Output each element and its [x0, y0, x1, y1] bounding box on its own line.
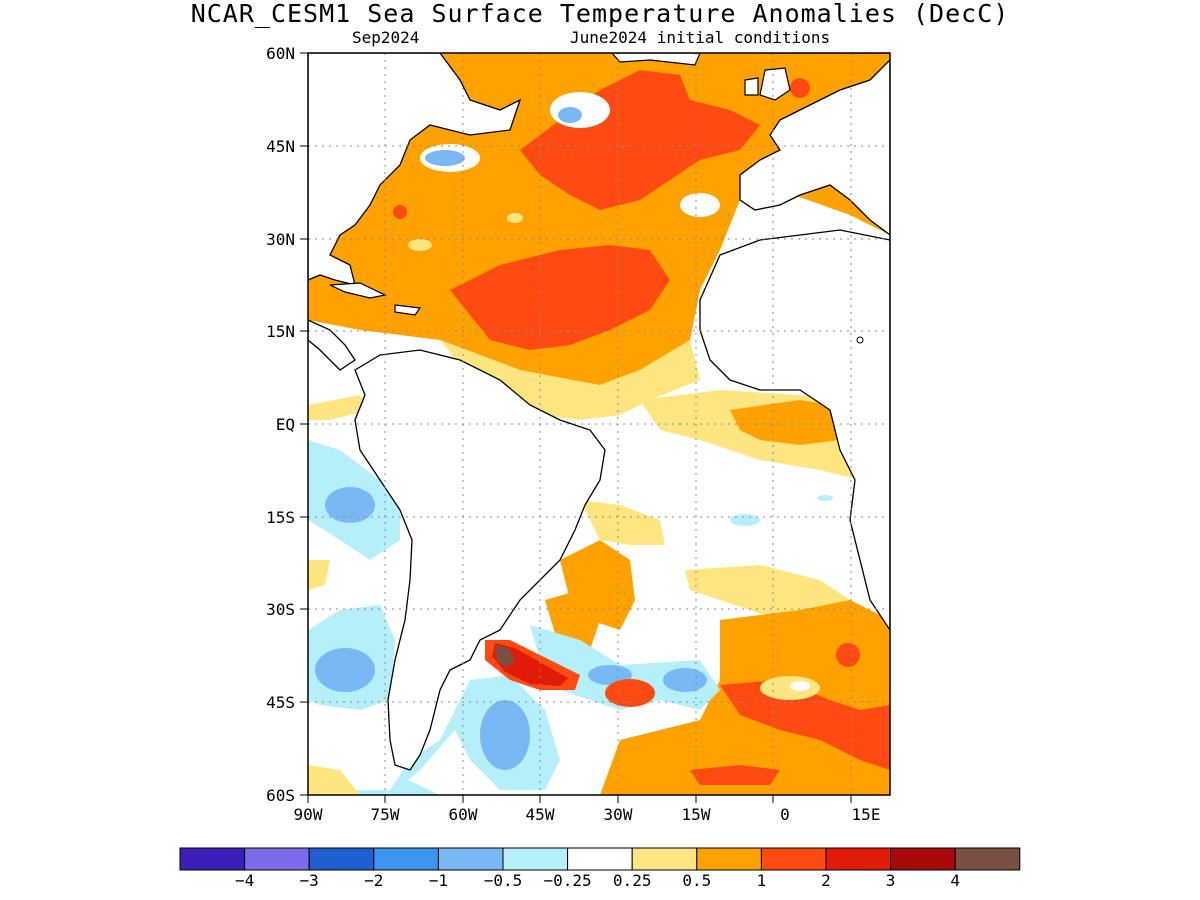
colorbar-swatch: [244, 847, 310, 871]
lon-label: 15W: [681, 805, 711, 824]
map-title: NCAR_CESM1 Sea Surface Temperature Anoma…: [190, 0, 1010, 28]
initial-conditions: June2024 initial conditions: [570, 28, 831, 47]
colorbar-swatch: [890, 847, 956, 871]
colorbar-swatch: [179, 847, 246, 871]
colorbar-swatch: [502, 847, 569, 871]
colorbar-label: −3: [299, 871, 319, 890]
colorbar-label: −0.5: [483, 871, 523, 890]
lat-label: 30S: [266, 600, 295, 619]
forecast-month: Sep2024: [352, 28, 420, 47]
lat-label: 30N: [266, 230, 295, 249]
lon-label: 15E: [851, 805, 881, 824]
lon-label: 30W: [603, 805, 633, 824]
colorbar-swatch: [696, 847, 762, 871]
colorbar-swatch: [373, 847, 439, 871]
colorbar-label: −1: [428, 871, 449, 890]
lat-label: 60N: [266, 44, 295, 63]
colorbar-label: −0.25: [543, 871, 592, 890]
lon-label: 75W: [370, 805, 400, 824]
colorbar-swatch: [567, 847, 633, 871]
lat-label: 60S: [266, 786, 295, 805]
colorbar-label: 4: [950, 871, 960, 890]
colorbar-label: −4: [234, 871, 255, 890]
lat-label: 45S: [266, 693, 295, 712]
lon-label: 45W: [525, 805, 555, 824]
colorbar-label: −2: [364, 871, 384, 890]
axis-ticks: [300, 52, 852, 803]
colorbar-label: 0.25: [612, 871, 652, 890]
lat-label: 15S: [266, 508, 295, 527]
colorbar-label: 2: [821, 871, 831, 890]
colorbar-label: 3: [885, 871, 896, 890]
colorbar: [179, 847, 1021, 871]
lon-label: 0: [780, 805, 790, 824]
colorbar-swatch: [437, 847, 504, 871]
colorbar-label: 1: [756, 871, 767, 890]
graticule: [308, 53, 890, 795]
colorbar-swatch: [631, 847, 698, 871]
colorbar-swatch: [954, 847, 1021, 871]
lon-label: 60W: [448, 805, 478, 824]
colorbar-swatch: [308, 847, 375, 871]
colorbar-label: 0.5: [682, 871, 712, 890]
colorbar-swatch: [825, 847, 892, 871]
lon-label: 90W: [293, 805, 323, 824]
lat-label: EQ: [275, 415, 295, 434]
colorbar-swatch: [760, 847, 827, 871]
landmass: [308, 53, 890, 771]
lat-label: 45N: [266, 137, 295, 156]
lat-label: 15N: [266, 322, 295, 341]
